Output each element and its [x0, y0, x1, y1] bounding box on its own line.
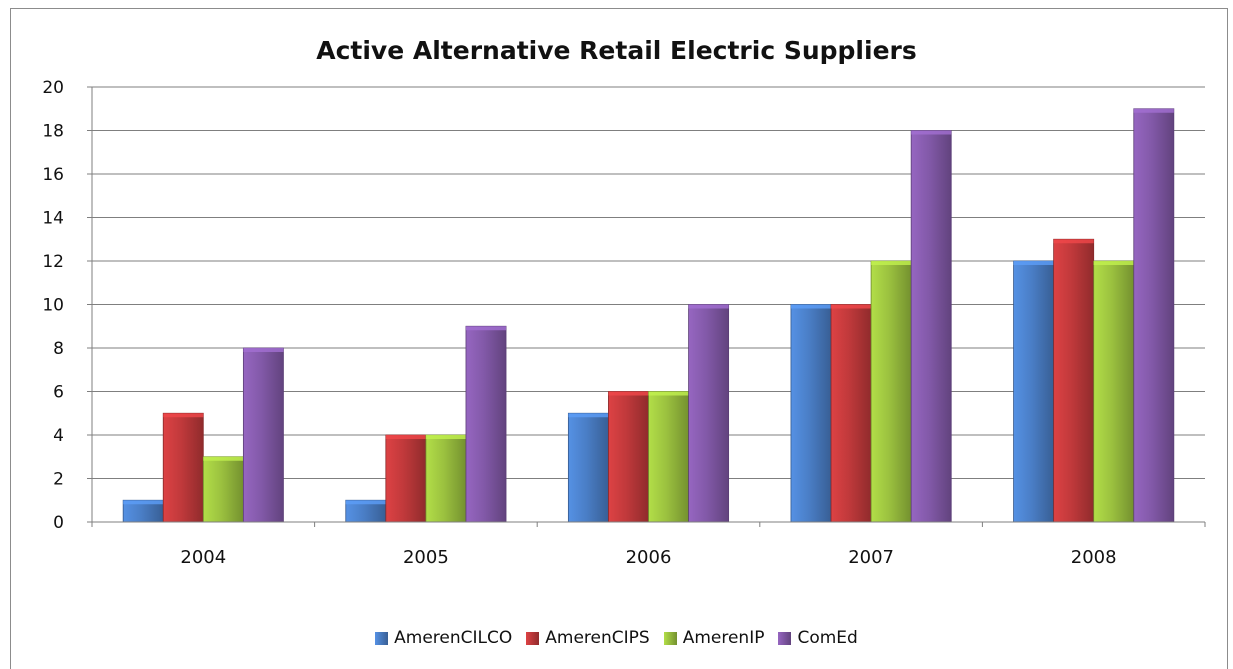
bar-amerenip-2008 [1093, 260, 1135, 523]
bar-top-highlight [1133, 108, 1174, 113]
bar-top-highlight [790, 304, 832, 309]
bar-comed-2007 [910, 130, 952, 523]
bar-chart: 0 2 4 6 8 10 12 14 16 18 20 2004 2005 2006 2007 2008 [42, 78, 1206, 568]
bar-top-highlight [1013, 261, 1054, 265]
bar-top-highlight [688, 304, 729, 309]
bar-top-highlight [243, 348, 284, 352]
y-tick-label: 14 [42, 209, 64, 229]
bar-comed-2005 [465, 325, 507, 523]
bar-amerencilco-2007 [790, 304, 832, 523]
bar-top-highlight [911, 130, 952, 135]
legend-label: AmerenCILCO [394, 628, 513, 648]
x-tick-label: 2004 [180, 547, 226, 568]
bar-top-highlight [871, 261, 912, 265]
bar-top-highlight [648, 391, 689, 396]
bar-top-highlight [345, 500, 386, 505]
y-tick-label: 18 [42, 122, 64, 142]
legend-item-amerencilco: AmerenCILCO [375, 628, 512, 648]
legend-swatch [526, 631, 540, 645]
bar-top-highlight [1053, 239, 1094, 244]
bar-amerenip-2004 [202, 456, 244, 523]
bar-top-highlight [123, 500, 164, 505]
bar-amerenip-2006 [648, 391, 689, 523]
bar-top-highlight [608, 391, 649, 396]
bar-amerenip-2007 [870, 260, 912, 523]
bar-amerencips-2006 [608, 391, 649, 523]
legend-item-comed: ComEd [778, 628, 858, 648]
legend-label: ComEd [797, 628, 858, 648]
bar-top-highlight [1093, 261, 1134, 265]
x-tick-label: 2006 [626, 547, 672, 568]
y-tick-label: 10 [42, 296, 64, 316]
y-tick-label: 0 [53, 513, 64, 533]
legend-swatch [375, 631, 389, 645]
x-tick-label: 2005 [403, 547, 449, 568]
x-tick-label: 2008 [1071, 547, 1117, 568]
legend-item-amerenip: AmerenIP [663, 628, 765, 648]
y-tick-label: 12 [42, 252, 64, 272]
bar-comed-2004 [242, 347, 284, 523]
bar-top-highlight [163, 413, 204, 418]
chart-legend: AmerenCILCO AmerenCIPS AmerenIP ComEd [0, 628, 1233, 648]
bar-top-highlight [465, 326, 507, 331]
y-tick-label: 20 [42, 78, 64, 98]
legend-label: AmerenIP [682, 628, 765, 648]
bar-top-highlight [568, 413, 609, 418]
bar-amerencilco-2006 [567, 412, 609, 523]
bar-amerencips-2008 [1053, 238, 1095, 523]
y-tick-label: 16 [42, 165, 64, 185]
bar-amerenip-2005 [425, 434, 467, 523]
y-tick-label: 6 [53, 383, 64, 403]
y-tick-label: 4 [53, 426, 64, 446]
bar-amerencips-2005 [385, 434, 427, 523]
bar-top-highlight [425, 435, 466, 439]
bar-amerencips-2007 [830, 304, 872, 523]
bar-amerencilco-2008 [1013, 260, 1055, 523]
bar-top-highlight [831, 304, 872, 309]
bar-comed-2006 [688, 304, 730, 523]
bar-amerencips-2004 [162, 412, 204, 523]
legend-label: AmerenCIPS [545, 628, 650, 648]
y-tick-label: 2 [53, 470, 64, 490]
legend-swatch [778, 631, 792, 645]
x-tick-label: 2007 [848, 547, 894, 568]
y-tick-label: 8 [53, 339, 64, 359]
legend-swatch [663, 631, 677, 645]
chart-title: Active Alternative Retail Electric Suppl… [316, 36, 917, 65]
bar-top-highlight [385, 435, 426, 439]
legend-item-amerencips: AmerenCIPS [526, 628, 650, 648]
bar-comed-2008 [1133, 108, 1175, 523]
bar-top-highlight [203, 456, 244, 461]
